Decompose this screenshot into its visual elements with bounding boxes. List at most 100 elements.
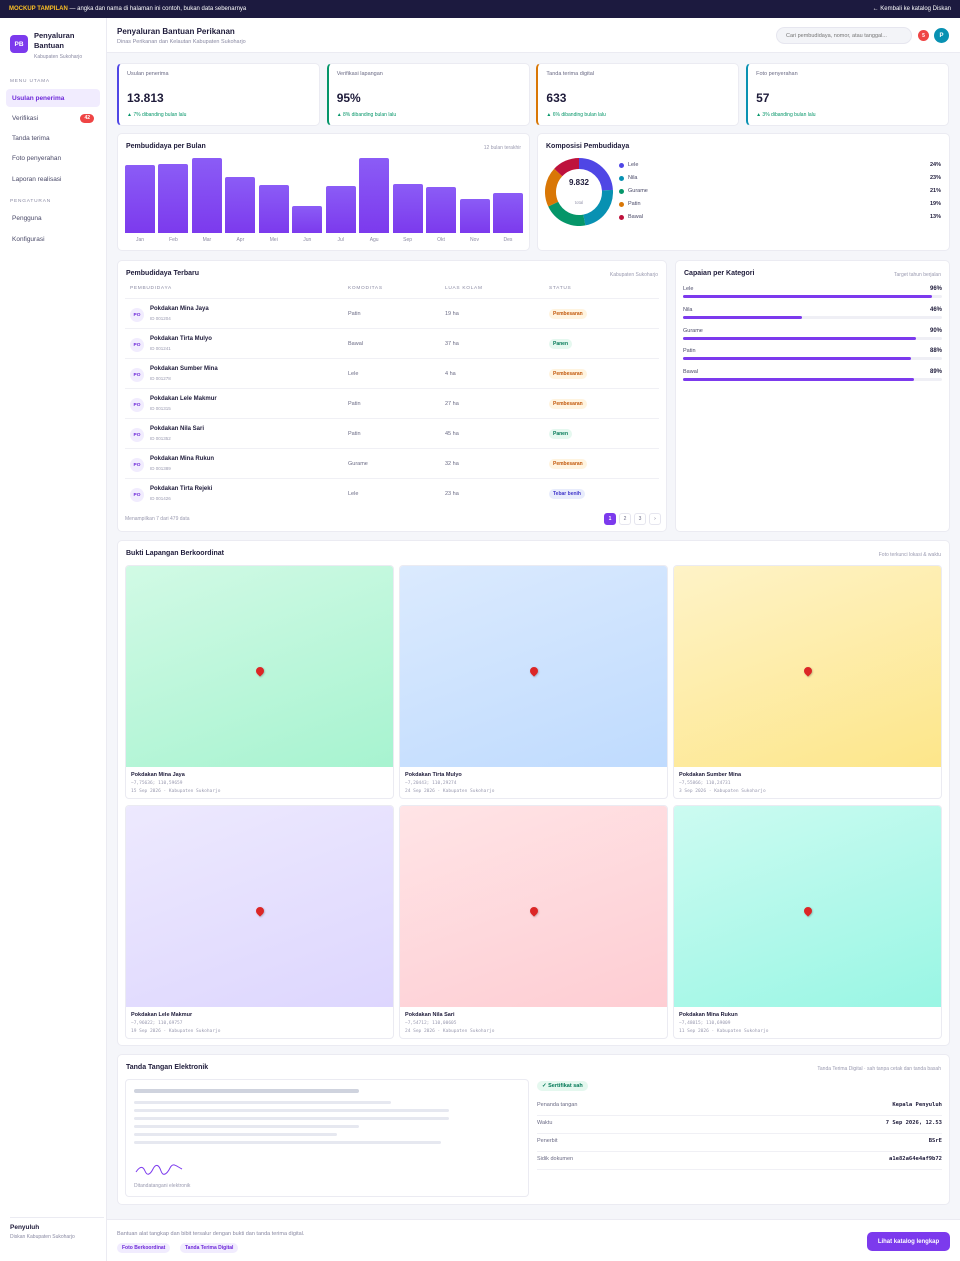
next-page-button[interactable]: › [649, 513, 661, 525]
page-button-3[interactable]: 3 [634, 513, 646, 525]
bar-jul [325, 186, 356, 233]
status-badge: Pembesaran [549, 399, 587, 409]
monthly-chart-note: 12 bulan terakhir [483, 145, 521, 151]
col-pond-area[interactable]: LUAS KOLAM [445, 286, 483, 291]
category-note: Target tahun berjalan [894, 272, 941, 278]
group-initials: PO [130, 368, 144, 382]
group-id: ID 001315 [150, 406, 171, 411]
commodity: Lele [348, 371, 359, 377]
bar-label-agu: Agu [369, 237, 379, 243]
bar-agu [359, 158, 390, 233]
pond-area: 4 ha [445, 371, 456, 377]
group-id: ID 001389 [150, 466, 171, 471]
composition-title: Komposisi Pembudidaya [546, 143, 630, 150]
legend-percent: 23% [929, 175, 941, 181]
e-signature-title: Tanda Tangan Elektronik [126, 1064, 209, 1071]
commodity: Patin [348, 431, 361, 437]
table-row[interactable]: PO Pokdakan Tirta Mulyo ID 001241 Bawal 37 h… [125, 328, 659, 358]
field-photo-card[interactable]: Pokdakan Mina Jaya −7,75636; 110,59659 15 … [125, 565, 394, 799]
monthly-chart-title: Pembudidaya per Bulan [126, 143, 206, 150]
table-row[interactable]: PO Pokdakan Tirta Rejeki ID 001426 Lele 23 h… [125, 478, 659, 508]
kpi-delta: ▲ 3% dibanding bulan lalu [756, 112, 816, 118]
page-button-1[interactable]: 1 [604, 513, 616, 525]
location-pin-icon [527, 665, 540, 677]
group-initials: PO [130, 428, 144, 442]
signature-field-value: a1e82a64e4af9b72 [889, 1156, 942, 1162]
sidebar-item-4[interactable]: Laporan realisasi [6, 170, 100, 188]
sidebar-item-1[interactable]: Verifikasi 42 [6, 109, 100, 127]
composition-donut [545, 158, 613, 226]
legend-dot [619, 188, 624, 194]
e-signature-note: Tanda Terima Digital · sah tanpa cetak d… [817, 1066, 941, 1072]
back-to-catalog-link[interactable]: ← Kembali ke katalog Diskan [872, 6, 951, 12]
status-badge: Panen [549, 429, 573, 439]
sidebar-settings-item-0[interactable]: Pengguna [6, 209, 100, 227]
field-photo-card[interactable]: Pokdakan Mina Rukun −7,48015; 110,69009 11… [673, 805, 942, 1039]
bar-nov [459, 199, 490, 233]
table-row[interactable]: PO Pokdakan Sumber Mina ID 001278 Lele 4 ha P… [125, 358, 659, 388]
group-name: Pokdakan Tirta Rejeki [150, 486, 213, 492]
pond-area: 27 ha [445, 401, 459, 407]
status-badge: Panen [549, 339, 573, 349]
group-initials: PO [130, 398, 144, 412]
sidebar-settings-item-1[interactable]: Konfigurasi [6, 230, 100, 248]
col-commodity[interactable]: KOMODITAS [348, 286, 383, 291]
sidebar-item-0[interactable]: Usulan penerima [6, 89, 100, 107]
signature-field: Sidik dokumen a1e82a64e4af9b72 [537, 1152, 942, 1170]
page-title: Penyaluran Bantuan Perikanan [117, 27, 235, 36]
sidebar: PB Penyaluran Bantuan Kabupaten Sukoharj… [0, 18, 107, 1261]
category-name: Patin [683, 348, 696, 355]
photo-group-name: Pokdakan Tirta Mulyo [405, 772, 462, 778]
field-evidence-title: Bukti Lapangan Berkoordinat [126, 550, 225, 557]
field-photo-card[interactable]: Pokdakan Lele Makmur −7,96022; 110,69757 1… [125, 805, 394, 1039]
legend-percent: 19% [929, 201, 941, 207]
pond-area: 23 ha [445, 491, 459, 497]
slice-lele [578, 158, 613, 191]
category-percent: 96% [929, 286, 942, 292]
recent-farmers-title: Pembudidaya Terbaru [126, 270, 200, 277]
category-progress-fill [683, 357, 911, 361]
sidebar-item-label: Tanda terima [12, 135, 50, 143]
page-footer: Bantuan alat tangkap dan bibit tersalur … [107, 1219, 960, 1261]
category-percent: 88% [929, 348, 942, 355]
commodity: Lele [348, 491, 359, 497]
sidebar-item-2[interactable]: Tanda terima [6, 130, 100, 148]
table-row[interactable]: PO Pokdakan Mina Jaya ID 001204 Patin 19 ha P… [125, 298, 659, 328]
slice-patin [545, 168, 563, 207]
kpi-value: 95% [336, 91, 361, 105]
table-row[interactable]: PO Pokdakan Lele Makmur ID 001315 Patin 27 h… [125, 388, 659, 418]
group-id: ID 001241 [150, 346, 171, 351]
table-summary: Menampilkan 7 dari 479 data [125, 516, 190, 522]
search-input[interactable] [776, 27, 912, 44]
col-status[interactable]: STATUS [549, 286, 572, 291]
kpi-value: 13.813 [127, 91, 164, 105]
view-full-catalog-button[interactable]: Lihat katalog lengkap [867, 1232, 950, 1251]
handwritten-signature [135, 1164, 183, 1175]
group-id: ID 001352 [150, 436, 171, 441]
field-photo [400, 566, 667, 767]
field-photo-card[interactable]: Pokdakan Sumber Mina −7,55866; 110,24731 3… [673, 565, 942, 799]
col-farmer[interactable]: PEMBUDIDAYA [130, 286, 172, 291]
mockup-notice: MOCKUP TAMPILAN — angka dan nama di hala… [9, 6, 246, 12]
page-button-2[interactable]: 2 [619, 513, 631, 525]
photo-date-location: 19 Sep 2026 · Kabupaten Sukoharjo [131, 1029, 221, 1034]
table-row[interactable]: PO Pokdakan Mina Rukun ID 001389 Gurame 32 h… [125, 448, 659, 478]
location-pin-icon [801, 665, 814, 677]
sidebar-item-3[interactable]: Foto penyerahan [6, 150, 100, 168]
signature-field-key: Sidik dokumen [537, 1156, 574, 1162]
field-photo-card[interactable]: Pokdakan Tirta Mulyo −7,20443; 110,29274 2… [399, 565, 668, 799]
photo-coordinates: −7,55866; 110,24731 [679, 781, 731, 786]
category-lele: Lele 96% [683, 286, 942, 298]
signature-field-key: Penerbit [537, 1138, 558, 1144]
mockup-banner: MOCKUP TAMPILAN — angka dan nama di hala… [0, 0, 960, 18]
location-pin-icon [253, 665, 266, 677]
avatar[interactable]: P [934, 28, 949, 43]
signature-field: Penerbit BSrE [537, 1134, 942, 1152]
kpi-delta: ▲ 7% dibanding bulan lalu [127, 112, 187, 118]
category-progress-fill [683, 378, 914, 382]
notification-badge[interactable]: 5 [918, 30, 929, 41]
kpi-label: Usulan penerima [127, 71, 169, 77]
table-row[interactable]: PO Pokdakan Nila Sari ID 001352 Patin 45 ha P… [125, 418, 659, 448]
field-photo-card[interactable]: Pokdakan Nila Sari −7,54712; 110,00605 24 … [399, 805, 668, 1039]
status-badge: Pembesaran [549, 369, 587, 379]
